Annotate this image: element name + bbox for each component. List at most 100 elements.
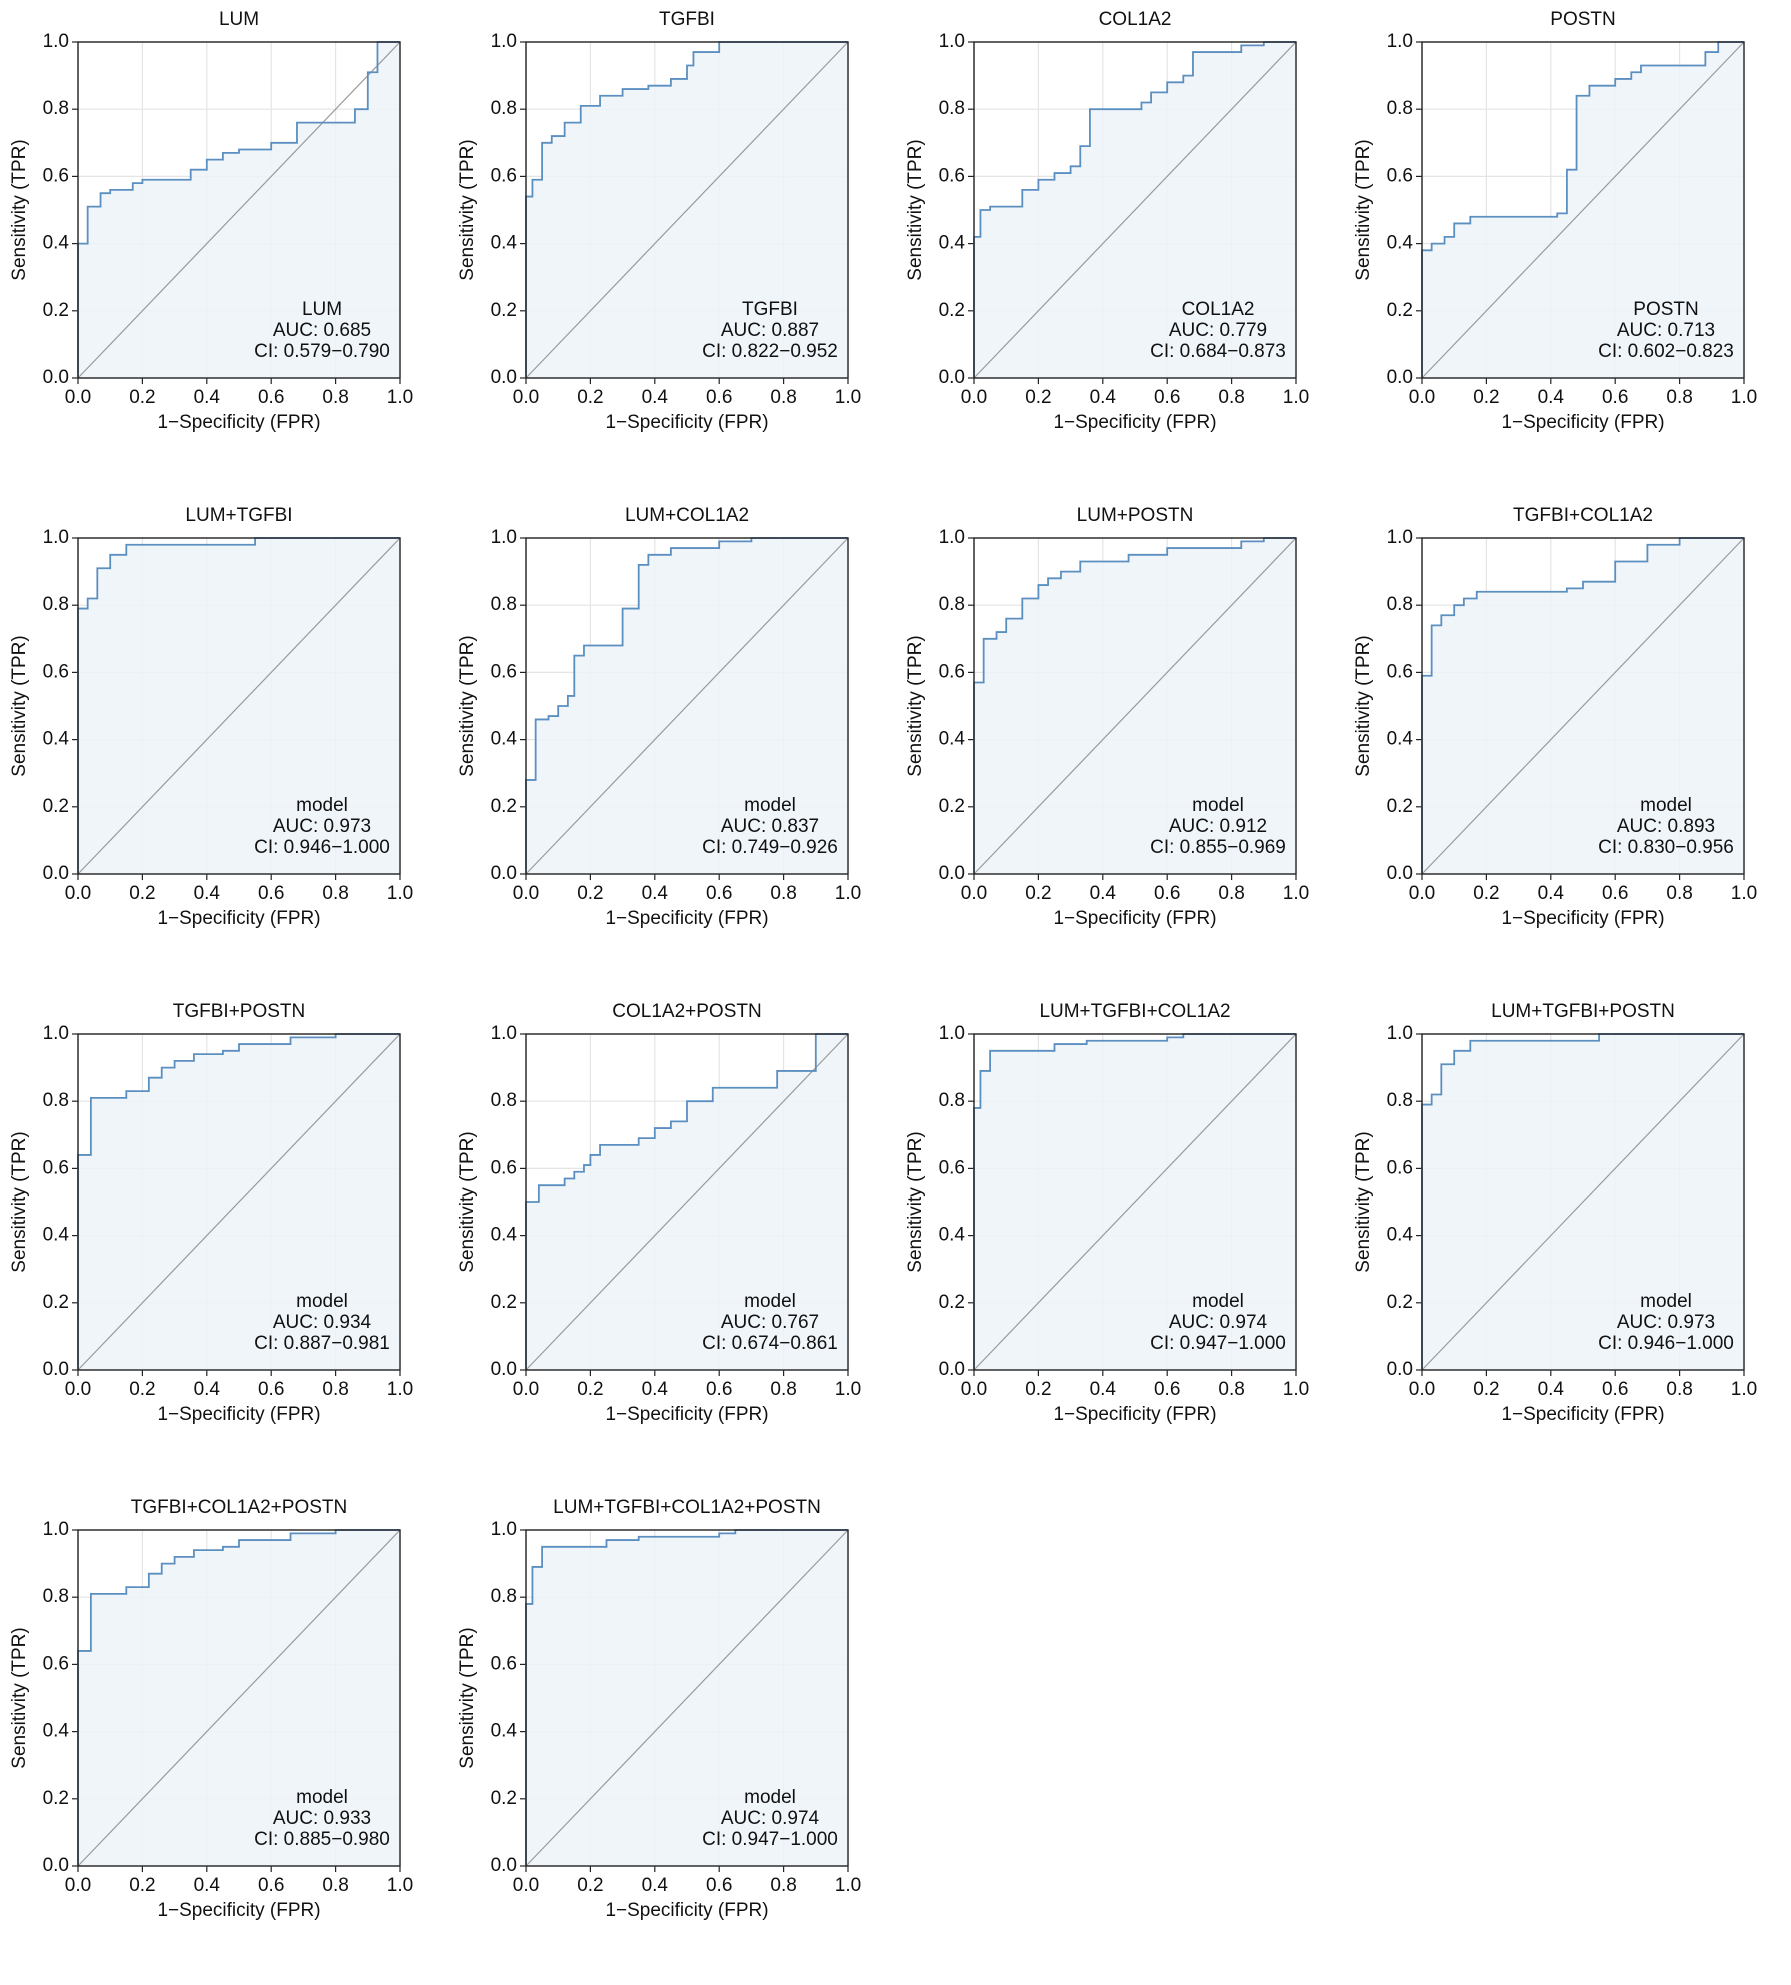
y-tick-label: 0.8 <box>491 1090 517 1111</box>
x-tick-label: 0.2 <box>129 1379 155 1400</box>
annotation: CI: 0.947−1.000 <box>702 1829 838 1850</box>
x-tick-label: 0.4 <box>642 1875 669 1896</box>
annotation: CI: 0.749−0.926 <box>702 837 838 858</box>
x-tick-label: 0.8 <box>322 1875 348 1896</box>
y-tick-label: 0.2 <box>43 300 69 321</box>
y-tick-label: 0.8 <box>43 1090 69 1111</box>
x-tick-label: 0.4 <box>1538 883 1565 904</box>
annotation: model <box>1192 1291 1244 1312</box>
roc-panel: LUM 0.0 0.2 0.4 0.6 0.8 1.0 0.0 0.2 0.4 0.6 0.8 1.0 1… <box>9 9 413 433</box>
reference-diagonal <box>1421 537 1745 875</box>
x-tick-label: 0.8 <box>322 883 348 904</box>
annotation: CI: 0.946−1.000 <box>1598 1333 1734 1354</box>
x-tick-label: 0.8 <box>1218 883 1244 904</box>
y-tick-label: 0.8 <box>491 1586 517 1607</box>
roc-panel: LUM+TGFBI 0.0 0.2 0.4 0.6 0.8 1.0 0.0 0.2 0.4 0.6 0… <box>9 505 413 929</box>
x-tick-label: 0.4 <box>194 1875 221 1896</box>
x-axis-label: 1−Specificity (FPR) <box>157 1900 320 1921</box>
reference-diagonal <box>77 1529 401 1867</box>
x-axis-label: 1−Specificity (FPR) <box>1053 412 1216 433</box>
y-axis-label: Sensitivity (TPR) <box>9 139 30 280</box>
x-axis-label: 1−Specificity (FPR) <box>1053 1404 1216 1425</box>
x-axis-label: 1−Specificity (FPR) <box>157 412 320 433</box>
x-axis-label: 1−Specificity (FPR) <box>1053 908 1216 929</box>
annotation: AUC: 0.973 <box>273 816 371 837</box>
x-tick-label: 0.6 <box>706 387 732 408</box>
y-tick-label: 0.4 <box>43 1225 70 1246</box>
annotation: CI: 0.822−0.952 <box>702 341 838 362</box>
annotation: TGFBI <box>742 299 798 320</box>
annotation: CI: 0.684−0.873 <box>1150 341 1286 362</box>
y-tick-label: 0.4 <box>491 233 518 254</box>
x-tick-label: 0.4 <box>642 1379 669 1400</box>
x-axis-label: 1−Specificity (FPR) <box>1501 908 1664 929</box>
x-tick-label: 0.6 <box>1154 1379 1180 1400</box>
y-tick-label: 0.0 <box>43 367 69 388</box>
x-tick-label: 0.0 <box>1409 1379 1435 1400</box>
annotation: CI: 0.602−0.823 <box>1598 341 1734 362</box>
y-axis-label: Sensitivity (TPR) <box>905 635 926 776</box>
y-tick-label: 0.4 <box>939 233 966 254</box>
x-tick-label: 0.6 <box>1154 387 1180 408</box>
y-axis-label: Sensitivity (TPR) <box>457 635 478 776</box>
annotation: model <box>296 1787 348 1808</box>
roc-curve <box>1421 41 1744 378</box>
annotation: model <box>744 1291 796 1312</box>
y-axis-label: Sensitivity (TPR) <box>9 1131 30 1272</box>
plot-frame <box>973 1033 1297 1371</box>
roc-panel: TGFBI+COL1A2 0.0 0.2 0.4 0.6 0.8 1.0 0.0 0.2 0.4 0… <box>1353 505 1757 929</box>
annotation: AUC: 0.779 <box>1169 320 1267 341</box>
panel-title: LUM+TGFBI+COL1A2+POSTN <box>553 1497 821 1518</box>
annotation: AUC: 0.887 <box>721 320 819 341</box>
y-tick-label: 0.4 <box>491 1225 518 1246</box>
x-tick-label: 0.0 <box>961 883 987 904</box>
y-tick-label: 0.4 <box>1387 233 1414 254</box>
annotation: model <box>744 1787 796 1808</box>
x-axis-label: 1−Specificity (FPR) <box>1501 1404 1664 1425</box>
y-tick-label: 0.6 <box>1387 165 1413 186</box>
x-tick-label: 0.2 <box>1473 1379 1499 1400</box>
y-tick-label: 0.6 <box>43 661 69 682</box>
reference-diagonal <box>525 537 849 875</box>
x-tick-label: 1.0 <box>1731 1379 1757 1400</box>
reference-diagonal <box>525 41 849 379</box>
y-tick-label: 0.2 <box>491 1292 517 1313</box>
y-tick-label: 1.0 <box>43 31 69 52</box>
y-tick-label: 1.0 <box>43 1519 69 1540</box>
y-tick-label: 0.6 <box>939 1157 965 1178</box>
x-tick-label: 0.8 <box>1666 1379 1692 1400</box>
x-tick-label: 0.0 <box>513 1379 539 1400</box>
x-tick-label: 0.4 <box>1538 387 1565 408</box>
panel-title: TGFBI+POSTN <box>173 1001 306 1022</box>
y-axis-label: Sensitivity (TPR) <box>1353 1131 1374 1272</box>
plot-frame <box>77 41 401 379</box>
y-tick-label: 0.0 <box>1387 1359 1413 1380</box>
roc-curve <box>77 1529 400 1866</box>
y-tick-label: 0.0 <box>491 1359 517 1380</box>
plot-frame <box>1421 41 1745 379</box>
x-axis-label: 1−Specificity (FPR) <box>1501 412 1664 433</box>
y-tick-label: 0.4 <box>43 1721 70 1742</box>
y-tick-label: 1.0 <box>939 527 965 548</box>
panel-title: LUM+TGFBI+POSTN <box>1491 1001 1675 1022</box>
annotation: CI: 0.855−0.969 <box>1150 837 1286 858</box>
plot-frame <box>525 41 849 379</box>
plot-frame <box>1421 537 1745 875</box>
panel-title: TGFBI+COL1A2+POSTN <box>131 1497 347 1518</box>
y-tick-label: 0.2 <box>939 796 965 817</box>
x-tick-label: 1.0 <box>387 1379 413 1400</box>
annotation: AUC: 0.767 <box>721 1312 819 1333</box>
x-tick-label: 0.6 <box>1602 387 1628 408</box>
reference-diagonal <box>1421 41 1745 379</box>
annotation: LUM <box>302 299 342 320</box>
x-tick-label: 0.2 <box>129 883 155 904</box>
y-tick-label: 0.4 <box>491 729 518 750</box>
y-tick-label: 0.0 <box>491 367 517 388</box>
x-tick-label: 0.0 <box>65 1379 91 1400</box>
plot-frame <box>525 1529 849 1867</box>
roc-panel: COL1A2+POSTN 0.0 0.2 0.4 0.6 0.8 1.0 0.0 0.2 0.4 0… <box>457 1001 861 1425</box>
y-tick-label: 0.6 <box>491 1157 517 1178</box>
annotation: CI: 0.830−0.956 <box>1598 837 1734 858</box>
y-tick-label: 0.2 <box>939 1292 965 1313</box>
plot-frame <box>525 537 849 875</box>
